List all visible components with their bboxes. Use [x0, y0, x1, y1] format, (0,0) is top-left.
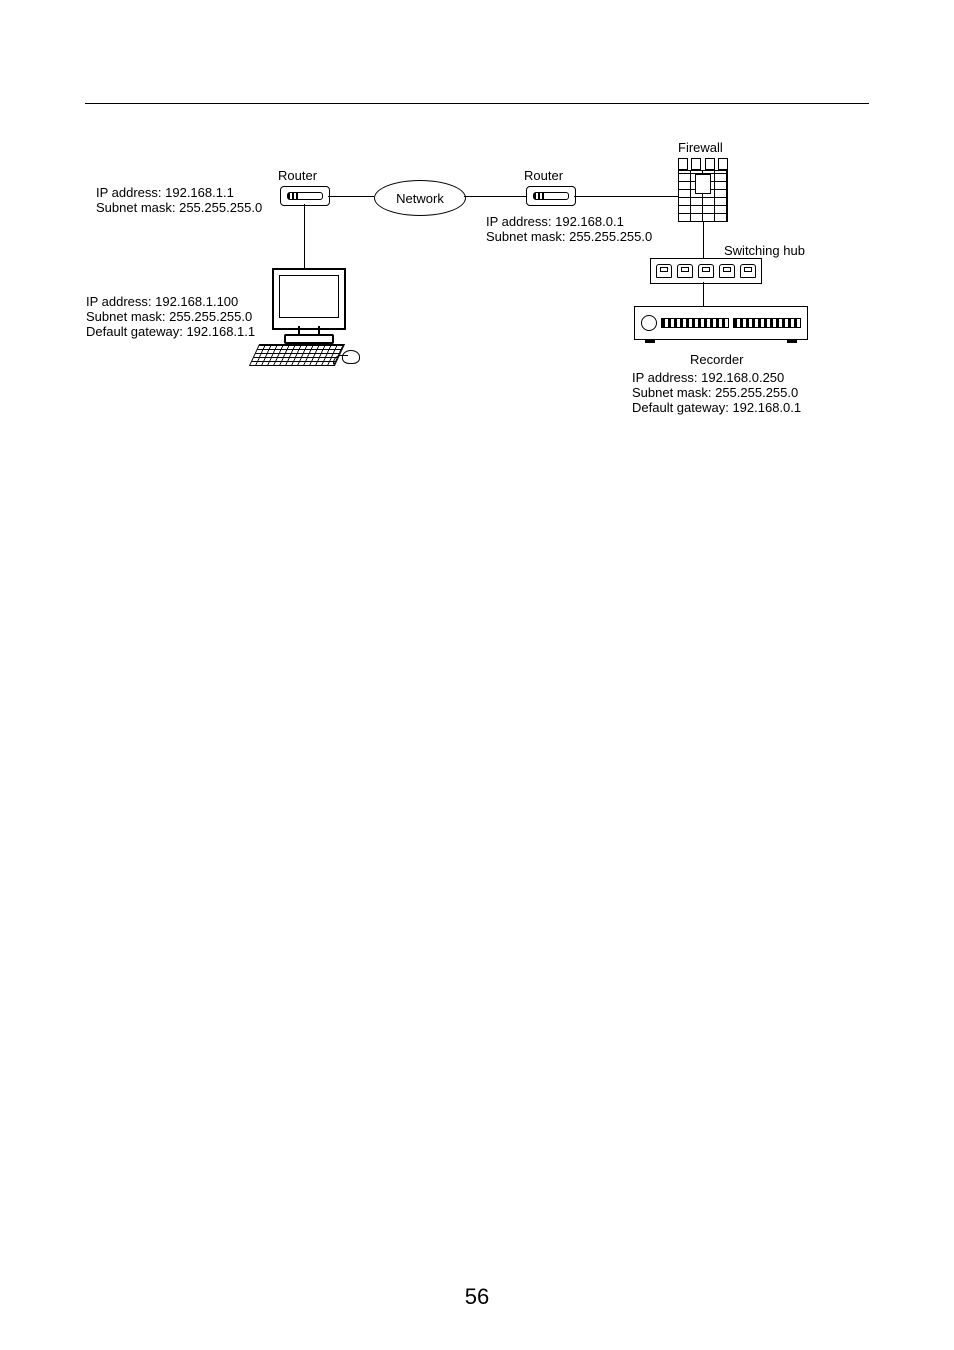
- switching-hub-icon: [650, 258, 762, 284]
- link-routerR-firewall: [574, 196, 678, 197]
- router-left-mask: Subnet mask: 255.255.255.0: [96, 200, 262, 215]
- page: Router Router Firewall Switching hub Rec…: [0, 0, 954, 1350]
- network-cloud: Network: [374, 180, 466, 216]
- pc-ip: IP address: 192.168.1.100: [86, 294, 238, 309]
- link-firewall-hub: [703, 222, 704, 258]
- top-divider: [85, 103, 869, 104]
- pc-icon: [254, 268, 354, 368]
- recorder-gw: Default gateway: 192.168.0.1: [632, 400, 801, 415]
- pc-mask: Subnet mask: 255.255.255.0: [86, 309, 252, 324]
- link-routerL-network: [328, 196, 374, 197]
- recorder-mask: Subnet mask: 255.255.255.0: [632, 385, 798, 400]
- router-left-label: Router: [278, 168, 317, 183]
- router-left-ip: IP address: 192.168.1.1: [96, 185, 234, 200]
- router-right-mask: Subnet mask: 255.255.255.0: [486, 229, 652, 244]
- router-left-icon: [280, 186, 330, 206]
- router-right-ip: IP address: 192.168.0.1: [486, 214, 624, 229]
- firewall-icon: [678, 158, 728, 222]
- link-hub-recorder: [703, 282, 704, 306]
- recorder-icon: [634, 306, 808, 340]
- pc-gw: Default gateway: 192.168.1.1: [86, 324, 255, 339]
- link-network-routerR: [464, 196, 526, 197]
- recorder-ip: IP address: 192.168.0.250: [632, 370, 784, 385]
- switching-hub-label: Switching hub: [724, 243, 805, 258]
- page-number: 56: [0, 1284, 954, 1310]
- network-label: Network: [396, 191, 444, 206]
- link-routerL-pc: [304, 204, 305, 268]
- recorder-label: Recorder: [690, 352, 743, 367]
- firewall-label: Firewall: [678, 140, 723, 155]
- router-right-icon: [526, 186, 576, 206]
- router-right-label: Router: [524, 168, 563, 183]
